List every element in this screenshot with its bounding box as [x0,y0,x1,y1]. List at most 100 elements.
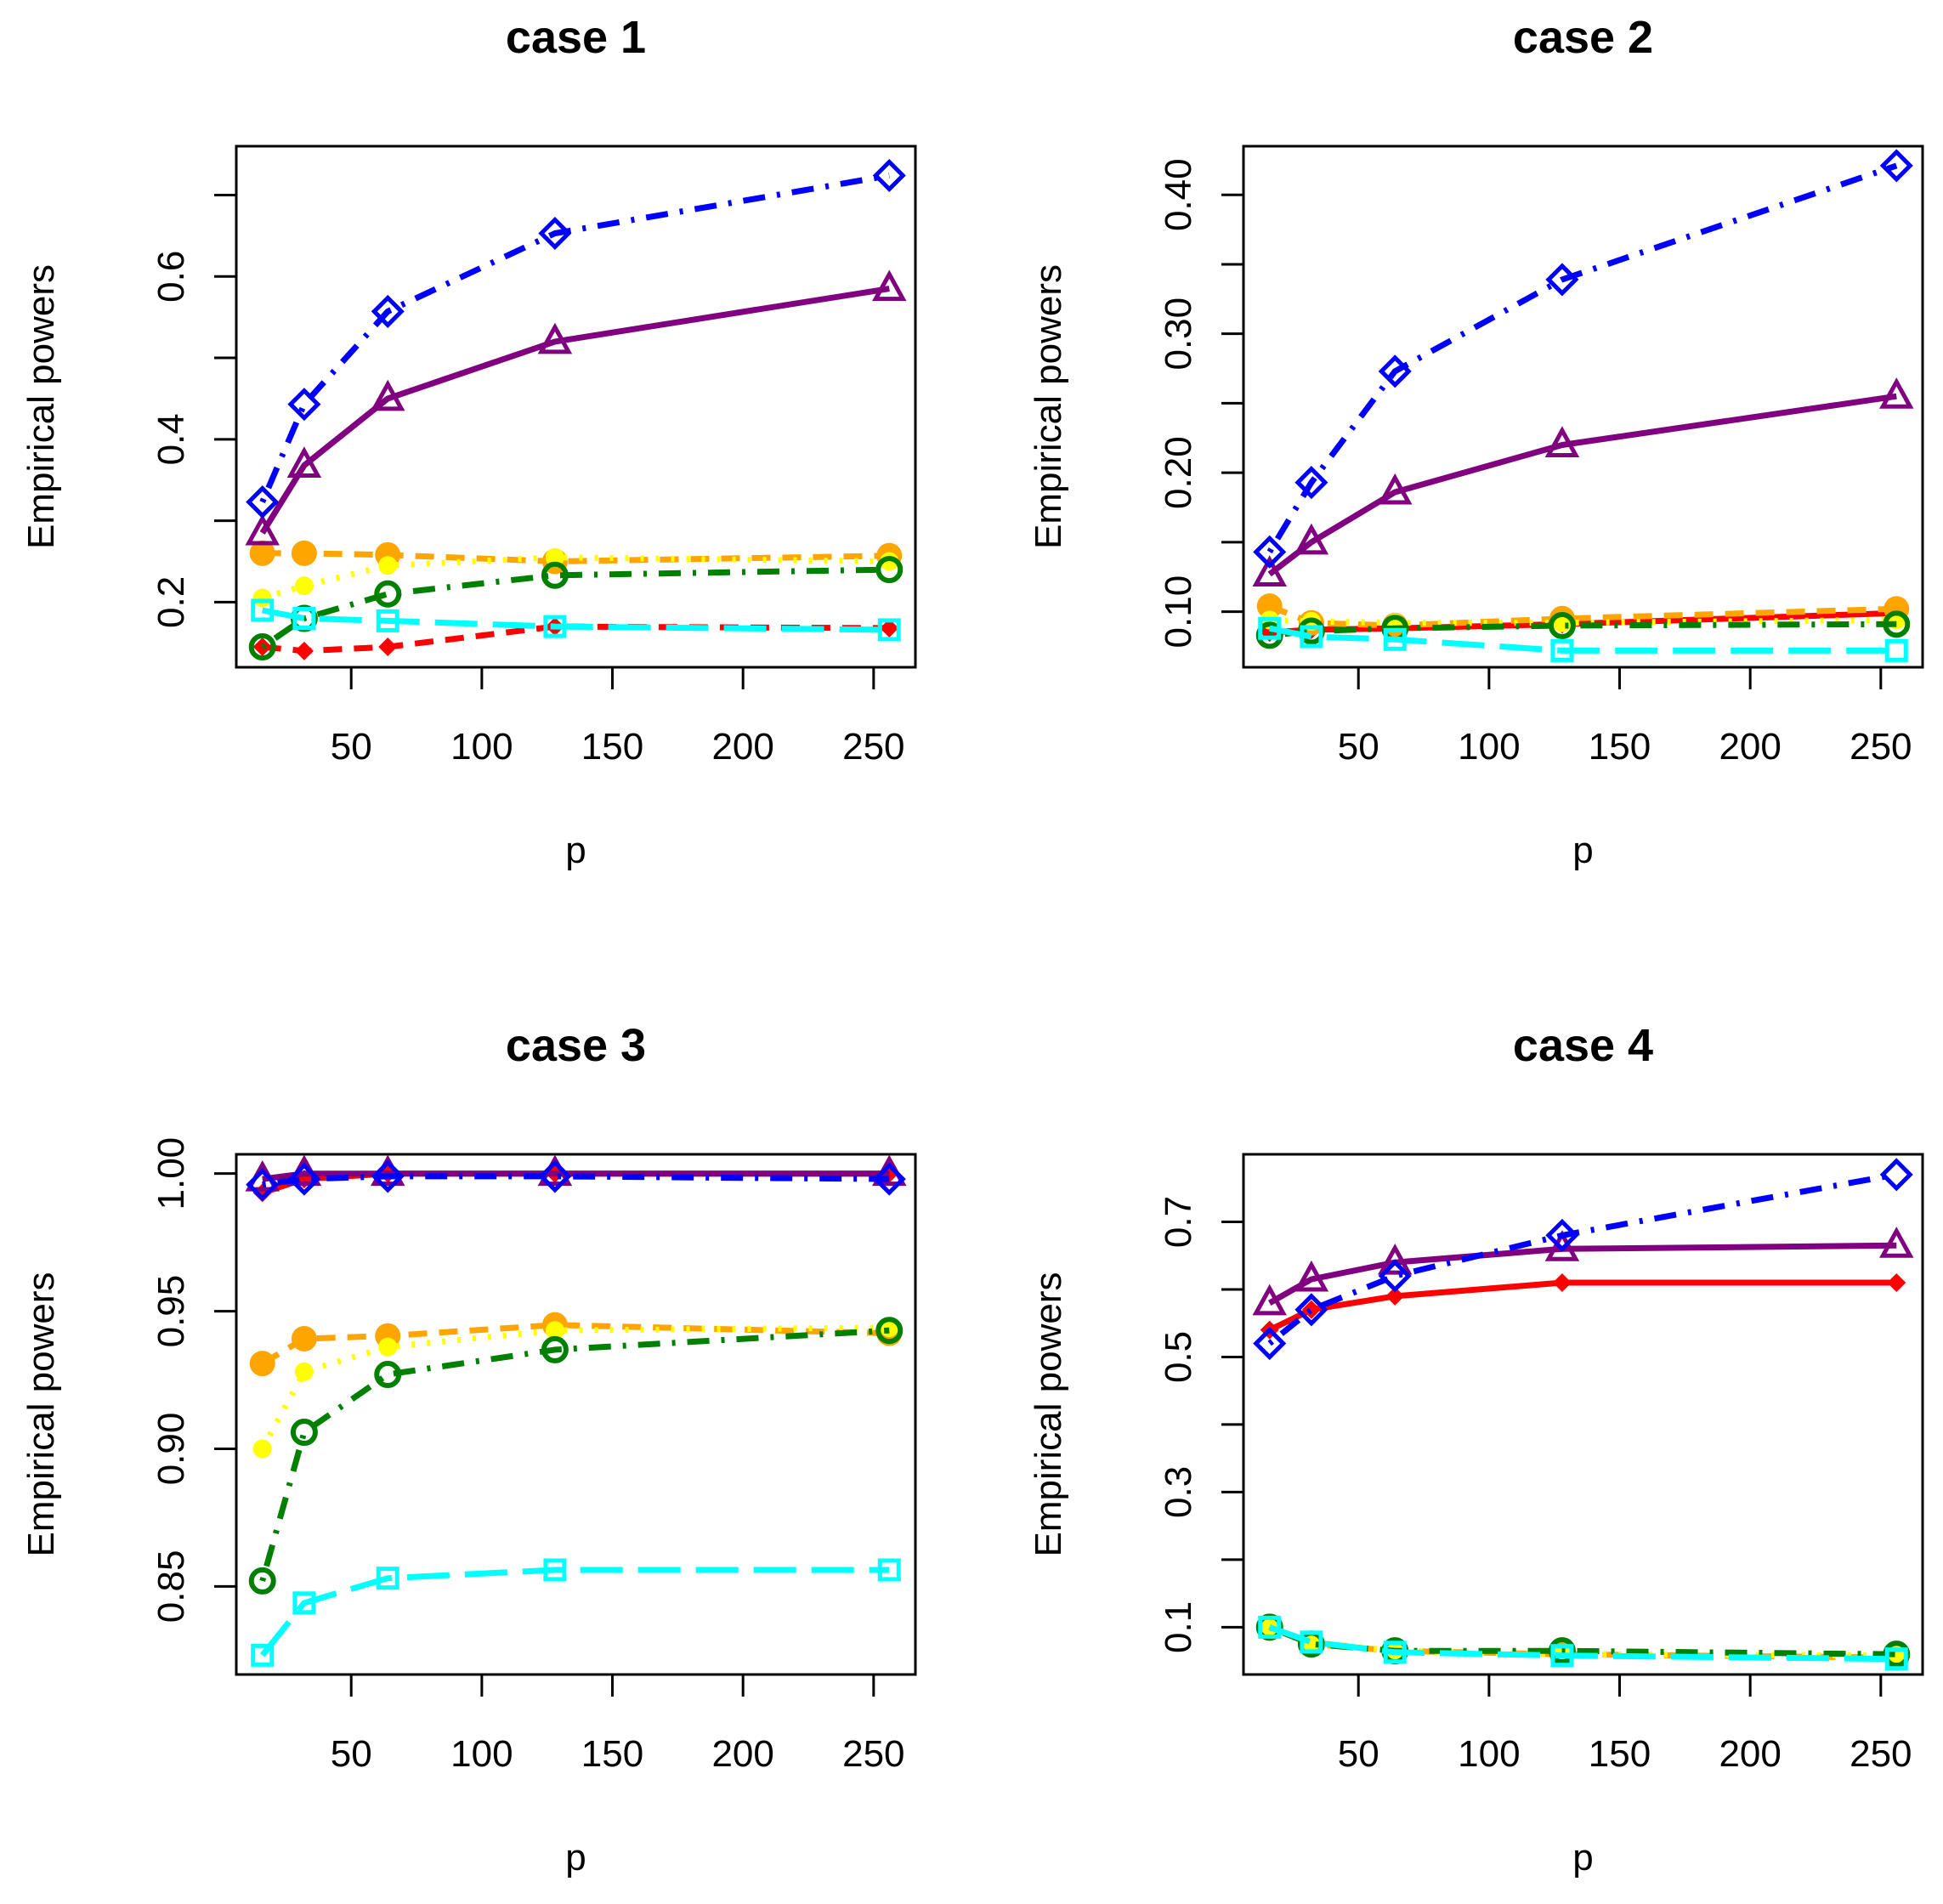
data-point [872,269,907,302]
data-point [287,1162,321,1196]
series-2 [249,540,903,575]
y-tick-label: 0.30 [1158,298,1199,371]
data-point [1545,263,1579,297]
data-point [246,485,280,519]
x-axis-label: p [1572,830,1593,871]
data-point [877,618,901,642]
x-tick-label: 100 [450,1733,513,1775]
data-point [1253,1327,1287,1361]
x-tick-label: 50 [1338,1733,1379,1775]
data-point [545,547,564,567]
x-tick-label: 50 [331,1733,372,1775]
y-tick-label: 0.4 [150,413,192,465]
series-5 [1258,1615,1908,1671]
data-point [251,1643,275,1667]
data-point [1884,1647,1908,1671]
data-point [246,1168,280,1202]
data-point [538,1159,572,1193]
y-tick-label: 0.40 [1158,158,1199,231]
data-point [1258,616,1282,640]
data-point [1550,638,1574,662]
data-point [1300,1630,1323,1654]
data-point [875,1317,904,1345]
data-point [541,561,569,589]
data-point [294,576,314,596]
x-tick-label: 250 [842,1733,904,1775]
series-6 [1252,377,1914,586]
data-point [290,1419,318,1447]
data-point [371,294,405,328]
data-point [1252,555,1287,586]
series-7 [246,1159,906,1202]
series-line [1268,1279,1897,1333]
data-point [1383,1640,1407,1664]
x-tick-label: 250 [1850,726,1912,768]
data-point [537,322,573,354]
x-axis-label: p [565,1837,586,1878]
data-point [1258,1615,1282,1639]
data-point [543,1558,567,1582]
series-line [259,1567,890,1658]
data-point [1378,1259,1412,1293]
series-line [1269,625,1897,654]
y-tick-label: 0.6 [150,251,192,303]
data-point [1294,1293,1328,1327]
series-line [260,566,890,649]
plot-frame [1242,1153,1924,1676]
x-tick-label: 100 [1458,1733,1520,1775]
chart-title: case 2 [1513,12,1653,63]
data-point [1548,611,1576,639]
y-axis-label: Empirical powers [1028,264,1069,549]
x-tick-label: 200 [1719,1733,1781,1775]
data-point [1545,1218,1579,1252]
data-point [545,1321,564,1340]
y-axis-label: Empirical powers [1028,1272,1069,1557]
data-point [1252,1284,1287,1316]
x-tick-label: 200 [1719,726,1781,768]
series-3 [252,547,899,608]
y-tick-label: 1.00 [150,1137,192,1210]
data-point [1883,610,1911,638]
x-tick-label: 200 [711,726,773,768]
y-axis-label: Empirical powers [20,1272,62,1557]
data-point [249,540,275,566]
series-1 [252,617,899,660]
data-point [1879,149,1913,183]
data-point [1887,1273,1906,1293]
plot-frame [235,144,917,669]
series-line [259,173,890,503]
data-point [880,552,899,571]
x-tick-label: 100 [450,726,513,768]
series-line [1267,393,1897,577]
data-point [248,633,276,661]
data-point [292,607,316,631]
series-6 [245,269,907,546]
data-point [1378,354,1412,388]
plot-frame [235,1153,917,1676]
data-point [378,638,398,657]
x-tick-label: 150 [581,1733,643,1775]
x-tick-label: 150 [581,726,643,768]
series-line [1266,162,1898,554]
series-7 [1253,1158,1913,1361]
data-point [1884,638,1908,662]
data-point [245,513,280,546]
data-point [376,609,399,632]
series-line [1268,1624,1897,1663]
series-5 [251,1558,901,1667]
series-7 [246,158,906,519]
data-point [251,598,275,622]
data-point [872,1162,906,1196]
data-point [1544,426,1580,457]
series-1 [1260,1273,1906,1340]
x-tick-label: 200 [711,1733,773,1775]
data-point [291,1325,317,1352]
series-line [259,286,890,535]
data-point [541,1335,569,1363]
x-tick-label: 50 [331,726,372,768]
chart-title: case 4 [1513,1020,1653,1071]
data-point [1294,523,1329,555]
data-point [1544,1230,1580,1261]
chart-panel-4: case 4 p Empirical powers 50 100 150 200 250 0.1… [1028,1020,1924,1878]
x-tick-label: 100 [1458,726,1520,768]
